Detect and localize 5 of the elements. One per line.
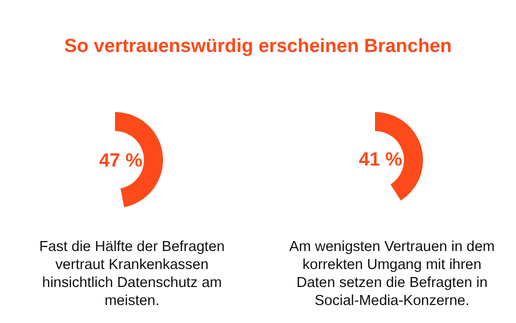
text: So vertrauenswürdig erscheinen Branchen xyxy=(64,36,452,57)
data-label: 41 % xyxy=(358,149,402,170)
text: Fast die Hälfte der Befragten vertraut Krankenkassen hinsichtlich Datenschutz am meisten. xyxy=(39,239,225,309)
text: Am wenigsten Vertrauen in dem korrekten Umgang mit ihren Daten setzen die Befragten in Social-Media-Konzerne. xyxy=(289,239,495,309)
data-label: 47 % xyxy=(99,150,143,172)
